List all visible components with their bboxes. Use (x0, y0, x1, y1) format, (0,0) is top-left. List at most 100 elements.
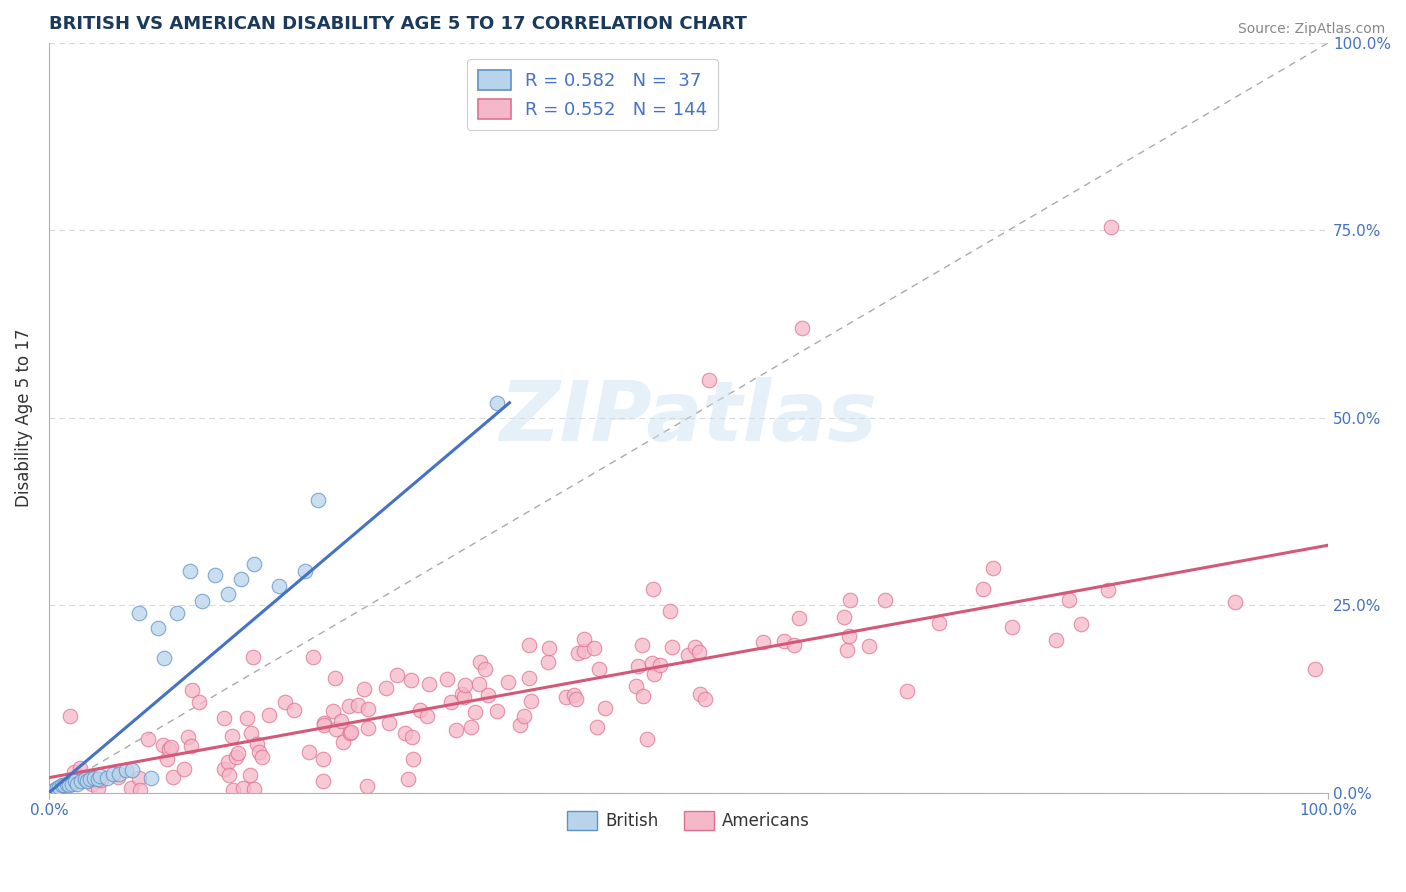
Point (470, 655, 492, 669)
Point (636, 731, 658, 746)
Point (229, 572, 252, 586)
Point (562, 688, 585, 702)
Point (217, 587, 239, 601)
Point (1305, 662, 1327, 676)
Point (53, 778, 76, 792)
Point (332, 735, 354, 749)
Point (179, 565, 201, 579)
Point (572, 632, 595, 646)
Point (245, 738, 267, 752)
Point (838, 593, 860, 607)
Point (641, 582, 664, 596)
Point (156, 752, 179, 766)
Point (453, 690, 475, 705)
Point (517, 638, 540, 652)
Point (212, 711, 235, 725)
Point (477, 689, 499, 703)
Point (641, 656, 664, 670)
Point (242, 650, 264, 665)
Point (56, 777, 79, 791)
Point (401, 752, 423, 766)
Point (173, 762, 195, 776)
Point (418, 677, 440, 691)
Point (42, 782, 65, 797)
Point (624, 680, 647, 694)
Point (121, 763, 143, 777)
Point (498, 675, 520, 690)
Point (48, 780, 70, 794)
Point (537, 655, 560, 669)
Point (226, 746, 249, 760)
Point (464, 705, 486, 719)
Point (225, 750, 247, 764)
Point (247, 745, 270, 759)
Point (96, 771, 118, 785)
Point (312, 752, 335, 766)
Point (1223, 595, 1246, 609)
Point (676, 648, 699, 662)
Point (537, 641, 560, 656)
Point (166, 606, 188, 620)
Point (294, 565, 316, 579)
Point (378, 716, 401, 731)
Point (440, 695, 463, 709)
Point (86, 772, 108, 786)
Point (1001, 620, 1024, 634)
Point (69, 761, 91, 775)
Point (80, 776, 103, 790)
Point (631, 638, 654, 652)
Point (1045, 632, 1067, 647)
Point (307, 493, 329, 508)
Point (512, 709, 534, 723)
Point (832, 610, 855, 624)
Point (180, 739, 202, 753)
Point (314, 718, 336, 732)
Point (486, 704, 509, 718)
Point (222, 783, 245, 797)
Point (972, 582, 994, 597)
Point (76, 774, 98, 789)
Point (689, 687, 711, 701)
Point (631, 690, 654, 704)
Point (357, 721, 380, 735)
Point (648, 658, 671, 673)
Point (323, 671, 346, 685)
Point (217, 755, 239, 769)
Point (79, 772, 101, 786)
Point (160, 740, 183, 755)
Point (627, 658, 650, 673)
Point (688, 645, 710, 659)
Point (396, 772, 419, 787)
Point (329, 714, 352, 729)
Point (108, 767, 131, 781)
Point (1057, 593, 1080, 607)
Point (697, 373, 720, 387)
Point (283, 703, 305, 717)
Point (485, 396, 508, 410)
Point (509, 717, 531, 731)
Point (374, 681, 396, 695)
Point (66, 777, 89, 791)
Point (401, 673, 423, 688)
Point (177, 730, 200, 744)
Point (60, 777, 83, 791)
Point (683, 640, 706, 654)
Point (356, 779, 378, 793)
Point (51, 778, 73, 792)
Point (214, 762, 236, 776)
Point (586, 720, 609, 734)
Point (451, 687, 474, 701)
Point (141, 771, 163, 785)
Point (302, 649, 325, 664)
Point (138, 732, 160, 747)
Point (353, 682, 375, 697)
Point (661, 640, 683, 654)
Point (218, 768, 240, 782)
Point (243, 781, 266, 796)
Point (838, 629, 860, 643)
Point (221, 729, 243, 743)
Point (394, 726, 416, 740)
Point (70, 774, 93, 789)
Point (63, 774, 86, 789)
Point (120, 780, 142, 795)
